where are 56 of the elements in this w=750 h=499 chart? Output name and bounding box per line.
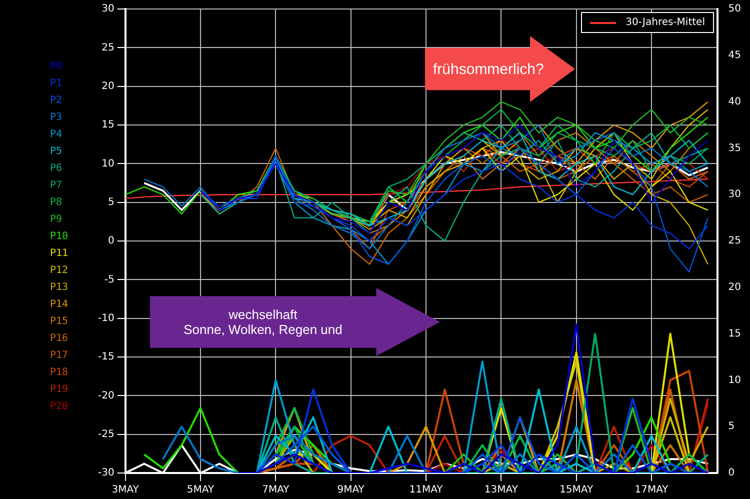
x-tick-label: 9MAY (337, 484, 366, 496)
x-tick-label: 13MAY (484, 484, 519, 496)
x-tick-label: 5MAY (186, 484, 215, 496)
annotation: frühsommerlich? (432, 60, 544, 78)
text: P20 (50, 400, 68, 414)
y2-tick-label: 35 (728, 142, 742, 154)
text: P17 (50, 349, 68, 363)
y2-tick-label: 15 (728, 328, 742, 340)
y2-tick-label: 45 (728, 50, 742, 61)
y2-tick-label: 0 (728, 468, 735, 479)
text: P13 (50, 281, 68, 295)
text: P11 (50, 247, 68, 261)
y-tick-label: 10 (102, 158, 114, 170)
text: P16 (50, 332, 68, 346)
y-tick-label: -20 (98, 390, 114, 402)
text: P14 (50, 298, 68, 312)
y-tick-label: 5 (108, 196, 114, 208)
y-tick-label: -10 (98, 312, 114, 324)
legend-label: 30-Jahres-Mittel (626, 17, 705, 28)
y-tick-label: -5 (104, 274, 114, 286)
text: P19 (50, 383, 68, 397)
text: P6 (50, 162, 64, 176)
x-tick-label: 3MAY (112, 484, 140, 496)
annotation: wechselhaft Sonne, Wolken, Regen und (182, 307, 344, 337)
y-tick-label: 15 (102, 120, 114, 131)
y2-tick-label: 25 (728, 236, 742, 247)
y2-tick-label: 5 (728, 421, 735, 432)
y-tick-label: -25 (98, 428, 114, 440)
y2-tick-label: 40 (728, 96, 742, 108)
y-tick-label: 25 (102, 42, 114, 54)
y2-tick-label: 30 (728, 189, 742, 200)
y-tick-label: 20 (102, 80, 114, 92)
y2-tick-label: 10 (728, 374, 742, 386)
text: P7 (50, 179, 64, 193)
x-tick-label: 11MAY (409, 484, 444, 496)
text: P18 (50, 366, 68, 380)
text: P3 (50, 111, 64, 125)
text: P10 (50, 230, 68, 244)
x-tick-label: 17MAY (634, 484, 670, 496)
y2-tick-label: 50 (728, 4, 742, 15)
text: P1 (50, 77, 64, 91)
text: P9 (50, 213, 64, 227)
text: P4 (50, 128, 64, 142)
text: P0 (50, 60, 64, 74)
x-tick-label: 15MAY (560, 484, 594, 496)
y2-tick-label: 20 (728, 282, 742, 293)
text: P15 (50, 315, 68, 329)
y-tick-label: -15 (98, 352, 114, 363)
y-tick-label: 30 (102, 4, 114, 15)
text: P5 (50, 145, 64, 159)
x-tick-label: 7MAY (262, 484, 290, 496)
text: P2 (50, 94, 64, 108)
y-tick-label: 0 (108, 236, 114, 247)
text: P8 (50, 196, 64, 210)
text: P12 (50, 264, 68, 278)
y-tick-label: -30 (98, 468, 114, 479)
